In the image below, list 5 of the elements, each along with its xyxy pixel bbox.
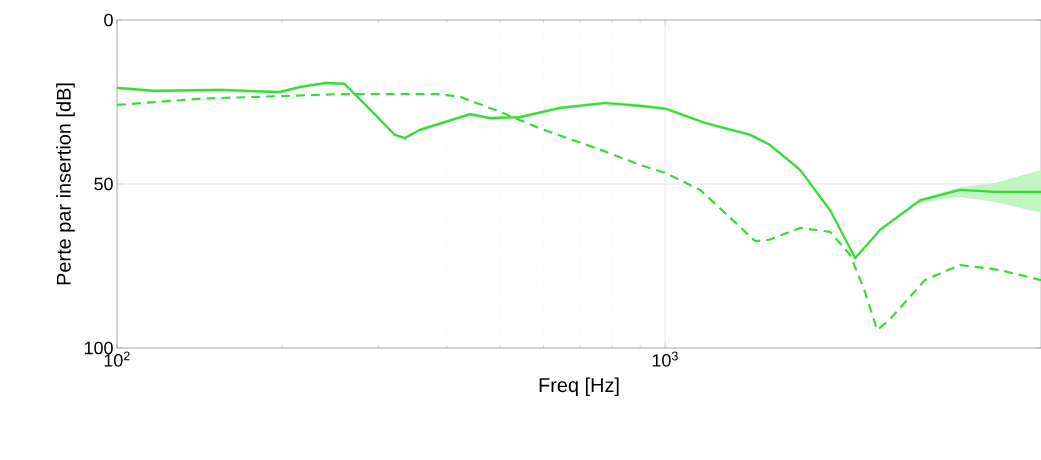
x-tick-label: 10$^{3}$ — [652, 351, 678, 367]
x-axis-title: Freq [Hz] — [539, 377, 619, 397]
y-tick-label: 0 — [104, 13, 113, 27]
y-tick-label: 50 — [94, 177, 113, 191]
y-axis-title: Perte par insertion [dB] — [56, 83, 75, 285]
